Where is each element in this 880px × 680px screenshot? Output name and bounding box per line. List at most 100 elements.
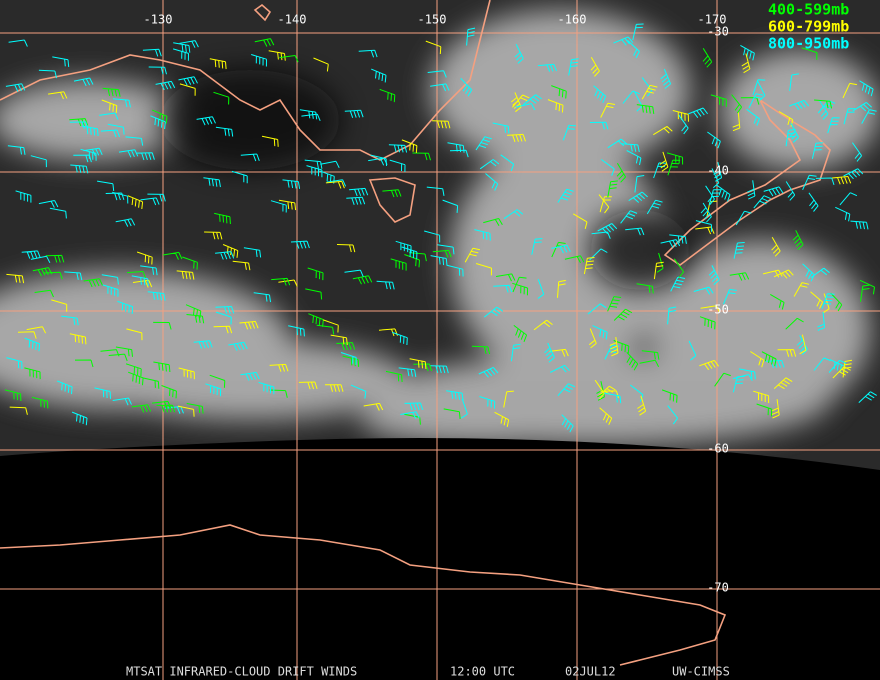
- wind-barb: [336, 342, 356, 351]
- wind-barb: [596, 381, 605, 401]
- wind-barb: [738, 368, 756, 380]
- wind-barb: [483, 218, 503, 226]
- wind-barb: [695, 220, 713, 232]
- wind-barb: [474, 229, 491, 241]
- wind-barb: [21, 250, 41, 259]
- wind-barb: [147, 291, 166, 301]
- wind-barb: [607, 138, 628, 149]
- wind-barb: [688, 340, 697, 361]
- wind-barb: [269, 389, 288, 398]
- wind-barb: [306, 165, 323, 178]
- wind-barb: [752, 79, 766, 96]
- wind-barb: [765, 360, 785, 369]
- wind-barb: [449, 149, 469, 158]
- wind-barb: [796, 335, 808, 355]
- wind-barb: [136, 152, 155, 161]
- wind-barb: [142, 48, 162, 57]
- wind-barb: [30, 155, 47, 168]
- wind-barb: [753, 195, 771, 209]
- wind-barb: [204, 231, 223, 240]
- wind-barb: [326, 179, 347, 187]
- wind-barb: [507, 133, 526, 143]
- wind-barb: [761, 351, 777, 367]
- wind-barb: [808, 192, 819, 212]
- wind-barb: [48, 91, 68, 100]
- wind-barb: [842, 359, 853, 378]
- wind-barb: [818, 100, 829, 120]
- wind-barb: [385, 370, 403, 383]
- wind-barb: [731, 94, 743, 114]
- wind-barb: [750, 351, 765, 368]
- wind-barb: [155, 80, 176, 91]
- wind-barb: [24, 367, 41, 380]
- wind-barb: [427, 70, 447, 78]
- wind-barb: [97, 180, 115, 192]
- wind-barb: [666, 152, 684, 165]
- wind-barb: [557, 383, 576, 397]
- wind-barb: [150, 115, 166, 130]
- wind-barb: [162, 251, 183, 260]
- wind-barb: [747, 180, 756, 200]
- wind-barb: [522, 94, 542, 106]
- wind-barb: [637, 395, 647, 416]
- wind-barb: [741, 53, 751, 74]
- wind-barb: [461, 398, 468, 419]
- wind-barb: [785, 317, 804, 330]
- wind-barb: [243, 247, 262, 258]
- wind-barb: [660, 68, 672, 89]
- wind-barb: [325, 384, 344, 392]
- wind-barbs: [4, 23, 877, 433]
- wind-barb: [839, 192, 858, 206]
- longitude-label: -170: [698, 13, 727, 27]
- wind-barb: [622, 90, 640, 104]
- wind-barb: [214, 212, 231, 225]
- wind-barb: [413, 363, 433, 372]
- wind-barb: [38, 69, 57, 79]
- wind-barb: [858, 391, 877, 403]
- latitude-label: -50: [707, 303, 729, 317]
- wind-barb: [672, 110, 689, 122]
- wind-barb: [503, 390, 514, 408]
- wind-barb: [544, 342, 555, 363]
- wind-barb: [213, 325, 233, 334]
- wind-barb: [288, 325, 305, 337]
- wind-barb: [261, 135, 279, 147]
- wind-barb: [156, 404, 176, 413]
- wind-barb: [753, 390, 770, 403]
- wind-barb: [430, 255, 448, 266]
- wind-barb: [152, 109, 168, 124]
- wind-barb: [634, 175, 645, 193]
- wind-barb: [842, 82, 857, 99]
- wind-barb: [319, 170, 335, 184]
- wind-barb: [835, 206, 851, 222]
- wind-barb: [307, 267, 324, 281]
- wind-barb: [843, 168, 864, 180]
- wind-barb: [31, 396, 49, 409]
- wind-barb: [773, 269, 794, 279]
- wind-barb: [700, 305, 720, 313]
- wind-barb: [756, 403, 773, 417]
- wind-barb: [409, 358, 427, 370]
- wind-barb: [363, 402, 384, 411]
- wind-barb: [350, 384, 367, 399]
- wind-barb: [325, 180, 345, 189]
- wind-barb: [641, 77, 653, 97]
- wind-barb: [102, 87, 121, 97]
- wind-barb: [6, 357, 23, 370]
- wind-barb: [330, 334, 348, 346]
- wind-barb: [503, 209, 524, 220]
- wind-barb: [115, 346, 133, 357]
- wind-barb: [599, 407, 613, 426]
- wind-barb: [108, 353, 128, 362]
- wind-barb: [609, 337, 619, 357]
- wind-barb: [510, 343, 521, 362]
- wind-barb: [746, 108, 760, 126]
- wind-barb: [447, 142, 465, 153]
- wind-barb: [613, 36, 634, 46]
- wind-barb: [186, 314, 205, 324]
- wind-barb: [792, 230, 804, 250]
- wind-barb: [821, 293, 835, 309]
- wind-barb: [45, 254, 65, 263]
- wind-barb: [861, 109, 877, 124]
